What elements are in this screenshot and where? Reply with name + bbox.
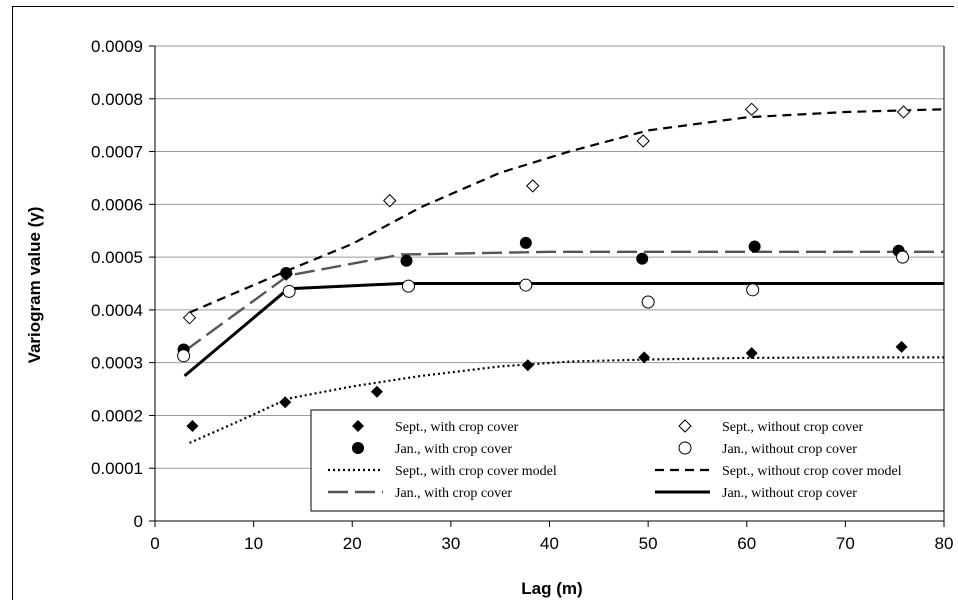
x-tick-label: 10 [244,534,263,553]
legend: Sept., with crop cover Sept., without cro… [310,409,945,512]
data-point [383,193,397,208]
x-tick-label: 60 [737,534,756,553]
legend-label: Jan., without crop cover [722,442,857,457]
y-tick-label: 0.0007 [91,143,143,162]
x-tick-label: 40 [540,534,559,553]
series-line [183,282,944,378]
y-tick-label: 0.0001 [91,459,143,478]
legend-marker [352,442,364,454]
data-point [400,254,413,267]
model-lines [183,108,945,444]
legend-marker [678,419,692,433]
x-tick-label: 30 [441,534,460,553]
series-line [183,250,944,353]
y-tick-label: 0.0002 [91,406,143,425]
y-axis-title: Variogram value (γ) [25,207,44,364]
x-axis-title: Lag (m) [521,579,582,598]
y-tick-label: 0.0006 [91,195,143,214]
x-tick-labels: 0 10 20 30 40 50 60 70 80 [150,534,953,553]
y-tick-label: 0.0004 [91,301,143,320]
data-point [896,250,910,264]
series-line [189,108,945,314]
data-point [641,295,655,309]
data-point [636,134,650,148]
data-point [279,396,292,409]
data-point [370,385,383,398]
data-point [744,102,759,117]
data-point [895,340,908,353]
data-point [526,179,540,193]
legend-box [310,409,945,512]
data-points [177,102,911,432]
legend-label: Sept., without crop cover [722,420,863,435]
y-tick-labels: 0 0.0001 0.0002 0.0003 0.0004 0.0005 0.0006 0.0… [91,37,143,531]
data-point [401,279,415,293]
data-point [746,283,760,297]
y-tick-label: 0.0008 [91,90,143,109]
y-tick-label: 0.0009 [91,37,143,56]
data-point [280,266,293,279]
gridlines [155,45,944,469]
x-tick-label: 20 [343,534,362,553]
data-point [519,278,533,292]
y-tick-label: 0.0003 [91,354,143,373]
legend-label: Jan., without crop cover [722,486,857,501]
x-tick-label: 80 [935,534,954,553]
data-point [638,351,651,364]
data-point [521,359,534,372]
data-point [177,349,191,363]
legend-label: Sept., without crop cover model [722,464,902,479]
data-point [282,284,296,298]
data-point [186,420,199,432]
data-point [182,311,197,325]
figure-frame [12,6,954,600]
legend-label: Sept., with crop cover model [395,464,557,479]
data-point [896,105,911,119]
legend-label: Jan., with crop cover [395,442,512,457]
legend-marker [352,420,364,432]
x-tick-label: 70 [836,534,855,553]
legend-marker [678,441,692,455]
data-point [745,347,758,360]
y-tick-label: 0.0005 [91,248,143,267]
data-point [519,236,532,249]
legend-label: Jan., with crop cover [395,486,512,501]
legend-label: Sept., with crop cover [395,420,519,435]
x-tick-label: 0 [150,534,159,553]
data-point [636,252,649,265]
y-tick-label: 0 [134,512,143,531]
x-tick-label: 50 [639,534,658,553]
data-point [748,240,761,253]
